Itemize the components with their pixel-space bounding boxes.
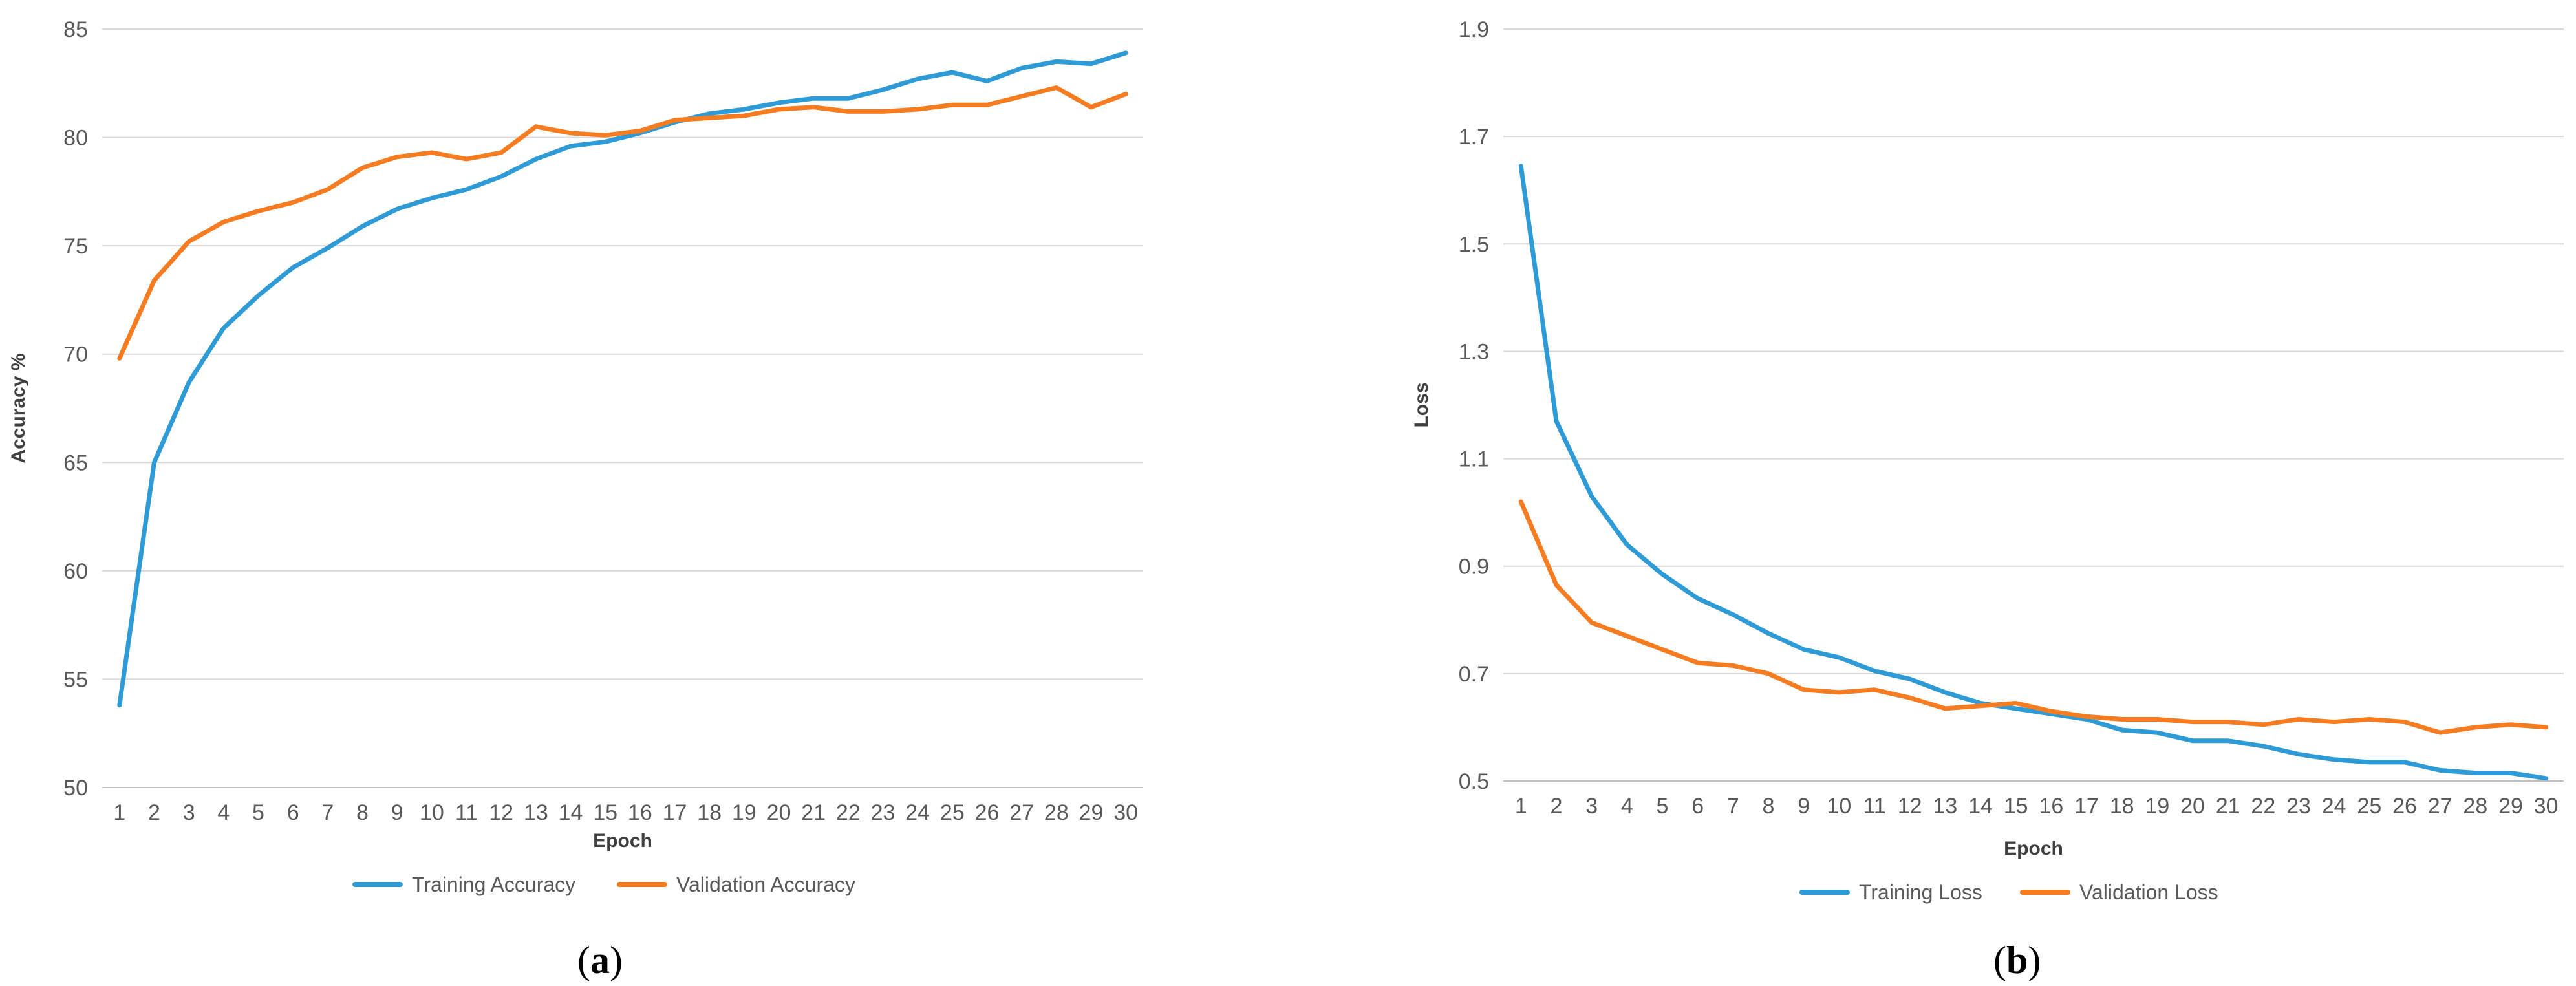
- x-tick-label: 6: [1691, 794, 1704, 819]
- x-tick-label: 5: [252, 800, 264, 825]
- x-tick-label: 29: [2498, 794, 2523, 819]
- chart-panel-b: 0.50.70.91.11.31.51.71.91 2 3 4 5 6 7 8 9 10 11 12 1…: [1411, 17, 2564, 981]
- series-line-training-accuracy: [117, 50, 1128, 708]
- x-tick-label: 18: [697, 800, 722, 825]
- x-tick-label: 21: [2216, 794, 2240, 819]
- y-tick-label: 80: [63, 126, 88, 151]
- y-tick-label: 0.9: [1459, 555, 1489, 579]
- x-tick-label: 26: [2392, 794, 2417, 819]
- legend-label: Training Loss: [1859, 881, 1982, 904]
- x-tick-label: 24: [2322, 794, 2346, 819]
- x-tick-label: 9: [391, 800, 403, 825]
- x-tick-label: 25: [2357, 794, 2381, 819]
- x-tick-label: 23: [2286, 794, 2311, 819]
- x-tick-label: 16: [628, 800, 652, 825]
- x-tick-label: 13: [524, 800, 548, 825]
- x-tick-label: 4: [1621, 794, 1633, 819]
- x-tick-label: 23: [871, 800, 896, 825]
- x-tick-label: 30: [1113, 800, 1138, 825]
- x-tick-label: 24: [905, 800, 930, 825]
- y-tick-label: 75: [63, 234, 88, 259]
- y-tick-label: 0.5: [1459, 769, 1489, 794]
- x-tick-label: 2: [148, 800, 160, 825]
- x-tick-label: 2: [1551, 794, 1563, 819]
- y-axis-title: Accuracy %: [8, 353, 29, 463]
- x-axis-title: Epoch: [2004, 838, 2063, 859]
- legend: Training Loss Validation Loss: [1799, 881, 2218, 904]
- x-tick-label: 29: [1079, 800, 1104, 825]
- x-tick-label: 11: [1863, 794, 1885, 819]
- x-tick-label: 4: [217, 800, 230, 825]
- x-tick-label: 9: [1798, 794, 1810, 819]
- x-tick-label: 21: [801, 800, 826, 825]
- series-line-training-loss: [1518, 164, 2549, 781]
- y-tick-label: 1.3: [1459, 339, 1489, 364]
- panel-caption: (b): [1993, 939, 2041, 981]
- x-tick-label: 20: [767, 800, 791, 825]
- y-tick-label: 70: [63, 343, 88, 367]
- x-tick-label: 15: [593, 800, 617, 825]
- x-tick-label: 19: [2145, 794, 2169, 819]
- legend-label: Training Accuracy: [412, 873, 575, 896]
- x-tick-label: 12: [1898, 794, 1922, 819]
- x-axis-title: Epoch: [593, 830, 652, 852]
- x-tick-label: 17: [2074, 794, 2099, 819]
- x-tick-label: 30: [2534, 794, 2559, 819]
- x-tick-label: 11: [455, 800, 478, 825]
- x-tick-label: 7: [321, 800, 334, 825]
- x-tick-label: 8: [356, 800, 369, 825]
- x-tick-label: 27: [2428, 794, 2453, 819]
- series-line-validation-accuracy: [117, 85, 1128, 361]
- x-tick-label: 3: [183, 800, 195, 825]
- x-tick-label: 10: [1827, 794, 1851, 819]
- x-tick-label: 12: [489, 800, 513, 825]
- y-tick-label: 0.7: [1459, 662, 1489, 687]
- y-tick-label: 1.1: [1459, 447, 1489, 472]
- x-tick-label: 20: [2180, 794, 2205, 819]
- y-tick-label: 60: [63, 559, 88, 584]
- x-tick-label: 28: [2463, 794, 2487, 819]
- x-tick-label: 28: [1044, 800, 1069, 825]
- y-tick-label: 1.9: [1459, 17, 1489, 42]
- x-tick-label: 14: [559, 800, 583, 825]
- x-tick-label: 10: [420, 800, 444, 825]
- legend-label: Validation Loss: [2079, 881, 2218, 904]
- x-tick-label: 19: [732, 800, 757, 825]
- y-tick-label: 1.7: [1459, 125, 1489, 149]
- x-tick-label: 17: [663, 800, 687, 825]
- y-tick-label: 85: [63, 17, 88, 42]
- panel-caption: (a): [577, 939, 623, 981]
- y-tick-label: 55: [63, 667, 88, 692]
- x-tick-label: 15: [2004, 794, 2028, 819]
- x-tick-label: 7: [1727, 794, 1739, 819]
- x-tick-label: 18: [2110, 794, 2134, 819]
- legend-label: Validation Accuracy: [676, 873, 855, 896]
- x-tick-label: 25: [940, 800, 965, 825]
- x-tick-label: 26: [975, 800, 1000, 825]
- y-tick-label: 1.5: [1459, 232, 1489, 257]
- x-tick-label: 14: [1968, 794, 1993, 819]
- y-tick-label: 65: [63, 451, 88, 475]
- x-tick-label: 22: [836, 800, 861, 825]
- x-tick-label: 1: [1515, 794, 1527, 819]
- x-tick-label: 3: [1585, 794, 1598, 819]
- x-tick-label: 6: [287, 800, 299, 825]
- x-tick-label: 5: [1657, 794, 1669, 819]
- x-tick-label: 16: [2039, 794, 2063, 819]
- series-line-validation-loss: [1518, 499, 2549, 735]
- x-tick-label: 8: [1763, 794, 1775, 819]
- legend: Training Accuracy Validation Accuracy: [352, 873, 855, 896]
- y-tick-label: 50: [63, 776, 88, 800]
- x-tick-label: 1: [113, 800, 125, 825]
- x-tick-label: 13: [1933, 794, 1957, 819]
- y-axis-title: Loss: [1411, 382, 1432, 427]
- x-tick-label: 22: [2251, 794, 2275, 819]
- x-tick-label: 27: [1009, 800, 1034, 825]
